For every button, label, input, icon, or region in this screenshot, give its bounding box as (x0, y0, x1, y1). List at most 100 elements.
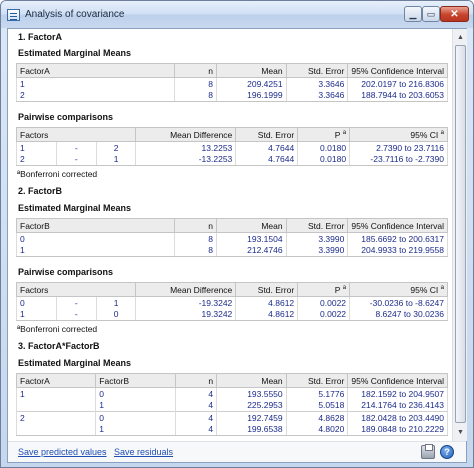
column-header: Std. Error (285, 373, 349, 388)
close-button[interactable]: ✕ (440, 6, 469, 22)
save-predicted-values-link[interactable]: Save predicted values (18, 447, 107, 457)
column-header: n (174, 63, 217, 78)
column-header: Mean Difference (135, 282, 237, 297)
pairwise-table-factor-b: Factors Mean Difference Std. Error P a 9… (15, 282, 448, 321)
column-header: FactorB (15, 218, 176, 233)
scroll-down-arrow-icon[interactable]: ▼ (457, 428, 464, 436)
column-header: n (174, 218, 217, 233)
cell: 0.0022 (297, 308, 351, 321)
cell: 0.0022 (297, 296, 351, 309)
cell: 2 (15, 411, 97, 424)
cell: 202.0197 to 216.8306 (347, 77, 448, 90)
cell: 0 (95, 411, 176, 424)
section-heading-factor-b: 2. FactorB (18, 186, 63, 196)
table-row: 0 8 193.1504 3.3990 185.6692 to 200.6317 (15, 232, 448, 245)
scroll-thumb[interactable] (455, 45, 466, 423)
column-header: Mean (216, 373, 287, 388)
table-row: 1 8 209.4251 3.3646 202.0197 to 216.8306 (15, 77, 448, 90)
table-row: 1 4 225.2953 5.0518 214.1764 to 236.4143 (15, 399, 448, 412)
emm-title-factor-a: Estimated Marginal Means (18, 48, 132, 58)
cell: 2 (95, 141, 137, 154)
table-row: 2 8 196.1999 3.3646 188.7944 to 203.6053 (15, 89, 448, 102)
table-row: 1 - 0 19.3242 4.8612 0.0022 8.6247 to 30… (16, 308, 448, 321)
table-header-row: FactorA FactorB n Mean Std. Error 95% Co… (15, 373, 448, 388)
minimize-button[interactable]: ▁ (404, 6, 422, 22)
print-icon[interactable] (421, 444, 435, 459)
vertical-scrollbar[interactable]: ▲ ▼ (452, 29, 467, 441)
cell: 193.1504 (215, 232, 287, 245)
cell: 3.3646 (285, 77, 349, 90)
cell: 3.3990 (285, 232, 349, 245)
cell: 193.5550 (216, 387, 287, 400)
cell: 0 (95, 308, 137, 321)
cell: 185.6692 to 200.6317 (347, 232, 448, 245)
scroll-up-arrow-icon[interactable]: ▲ (457, 33, 464, 41)
cell (15, 423, 97, 436)
column-header: Std. Error (235, 282, 299, 297)
table-row: 2 0 4 192.7459 4.8628 182.0428 to 203.44… (15, 411, 448, 424)
column-header: Std. Error (285, 218, 349, 233)
bonferroni-footnote: ªBonferroni corrected (17, 169, 98, 179)
column-header: FactorA (15, 63, 176, 78)
cell: 209.4251 (215, 77, 287, 90)
superscript-a: a (342, 129, 347, 136)
maximize-icon: ▭ (426, 8, 436, 19)
cell: -13.2253 (135, 153, 237, 166)
help-icon[interactable]: ? (440, 445, 454, 459)
column-header: Mean (215, 218, 287, 233)
emm-table-factor-a: FactorA n Mean Std. Error 95% Confidence… (15, 63, 448, 102)
pairwise-table-factor-a: Factors Mean Difference Std. Error P a 9… (15, 127, 448, 166)
emm-title-interaction: Estimated Marginal Means (18, 358, 132, 368)
table-row: 1 0 4 193.5550 5.1776 182.1592 to 204.95… (15, 387, 448, 400)
cell: -19.3242 (135, 296, 237, 309)
cell: 4 (174, 423, 218, 436)
cell: 0.0180 (297, 141, 351, 154)
section-heading-factor-a: 1. FactorA (18, 32, 63, 42)
cell: 1 (95, 153, 137, 166)
table-icon (7, 9, 20, 21)
cell: 4.8020 (285, 423, 349, 436)
table-header-row: Factors Mean Difference Std. Error P a 9… (15, 127, 448, 142)
cell: 199.6538 (216, 423, 287, 436)
cell: 4 (174, 411, 218, 424)
p-header-label: P (334, 284, 341, 295)
column-header: Mean Difference (135, 127, 237, 142)
column-header: 95% Confidence Interval (347, 63, 448, 78)
column-header: P a (297, 282, 351, 297)
column-header: FactorB (95, 373, 176, 388)
save-residuals-link[interactable]: Save residuals (114, 447, 174, 457)
emm-title-factor-b: Estimated Marginal Means (18, 203, 132, 213)
cell: 196.1999 (215, 89, 287, 102)
cell: 1 (16, 141, 57, 154)
section-heading-interaction: 3. FactorA*FactorB (18, 341, 100, 351)
table-header-row: Factors Mean Difference Std. Error P a 9… (15, 282, 448, 297)
maximize-button[interactable]: ▭ (422, 6, 440, 22)
cell: 5.0518 (285, 399, 349, 412)
bonferroni-footnote: ªBonferroni corrected (17, 324, 98, 334)
cell: 2 (15, 89, 176, 102)
superscript-a: a (440, 284, 444, 291)
table-header-row: FactorA n Mean Std. Error 95% Confidence… (15, 63, 448, 78)
window-title: Analysis of covariance (25, 9, 125, 20)
title-bar[interactable]: Analysis of covariance ▁ ▭ ✕ (1, 1, 473, 28)
cell: 0 (15, 232, 176, 245)
results-pane: 1. FactorA Estimated Marginal Means Fact… (7, 28, 467, 463)
footer-bar: Save predicted values - Save residuals ? (8, 441, 466, 462)
table-row: 2 - 1 -13.2253 4.7644 0.0180 -23.7116 to… (16, 153, 448, 166)
table-header-row: FactorB n Mean Std. Error 95% Confidence… (15, 218, 448, 233)
table-row: 1 4 199.6538 4.8020 189.0848 to 210.2229 (15, 423, 448, 436)
cell: 1 (95, 296, 137, 309)
column-header: Factors (15, 127, 137, 142)
p-header-label: P (334, 129, 341, 140)
cell: 4.8628 (285, 411, 349, 424)
cell: 4.8612 (235, 296, 299, 309)
cell: 1 (16, 308, 57, 321)
column-header: Factors (15, 282, 137, 297)
cell: 5.1776 (285, 387, 349, 400)
column-header: Std. Error (235, 127, 299, 142)
cell: 8 (174, 244, 217, 257)
results-scroll-area[interactable]: 1. FactorA Estimated Marginal Means Fact… (8, 29, 452, 441)
cell: 8.6247 to 30.0236 (349, 308, 448, 321)
cell: 8 (174, 232, 217, 245)
emm-table-interaction: FactorA FactorB n Mean Std. Error 95% Co… (15, 373, 448, 436)
